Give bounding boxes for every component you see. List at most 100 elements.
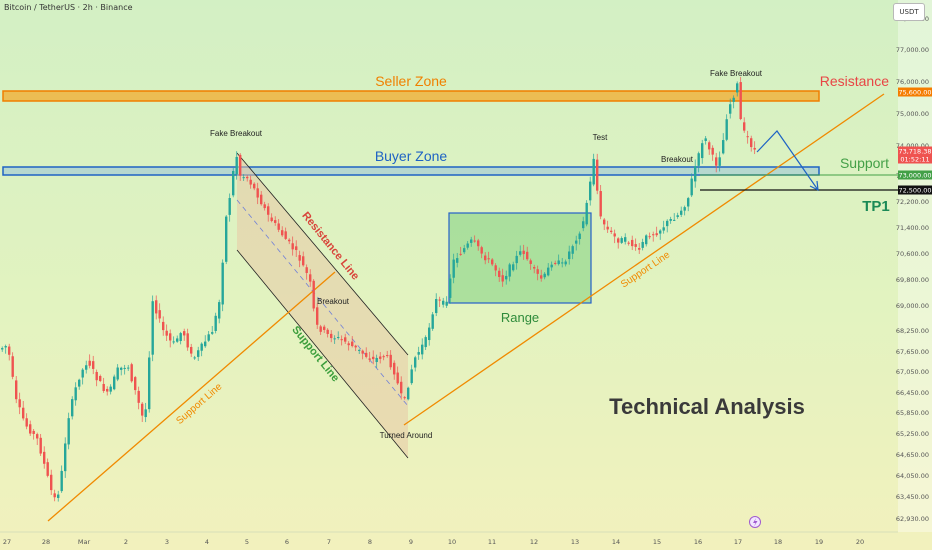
candle-body bbox=[634, 244, 637, 247]
candle-body bbox=[599, 191, 602, 217]
candle-body bbox=[239, 154, 242, 176]
time-tick-label: 14 bbox=[612, 538, 620, 546]
candle-body bbox=[669, 219, 672, 221]
candle-body bbox=[134, 377, 137, 391]
candle-body bbox=[242, 177, 245, 179]
candle-body bbox=[323, 326, 326, 330]
candle-body bbox=[197, 350, 200, 357]
candle-body bbox=[309, 274, 312, 282]
price-badge: 73,718.38 bbox=[898, 148, 931, 156]
time-tick-label: 6 bbox=[285, 538, 289, 546]
candle-body bbox=[547, 267, 550, 276]
price-tick-label: 69,800.00 bbox=[896, 276, 929, 284]
candle-body bbox=[193, 357, 196, 359]
candle-body bbox=[631, 239, 634, 247]
candle-body bbox=[389, 354, 392, 368]
candle-body bbox=[428, 327, 431, 341]
candle-body bbox=[386, 355, 389, 357]
price-tick-label: 77,000.00 bbox=[896, 46, 929, 54]
candle-body bbox=[659, 230, 662, 234]
candle-body bbox=[638, 248, 641, 250]
candle-body bbox=[333, 338, 336, 340]
candle-body bbox=[57, 494, 60, 498]
candle-body bbox=[113, 376, 116, 390]
currency-button[interactable]: USDT bbox=[893, 3, 925, 21]
candle-body bbox=[575, 240, 578, 244]
candle-body bbox=[491, 259, 494, 265]
price-tick-label: 69,000.00 bbox=[896, 302, 929, 310]
candle-body bbox=[557, 260, 560, 265]
price-badge: 75,600.00 bbox=[898, 89, 931, 97]
lightning-icon[interactable] bbox=[749, 516, 761, 528]
price-tick-label: 74,000.00 bbox=[896, 142, 929, 150]
candle-body bbox=[750, 138, 753, 148]
candle-body bbox=[414, 357, 417, 368]
candle-body bbox=[361, 350, 364, 354]
seller-zone: Seller Zone bbox=[2, 73, 820, 102]
candle-body bbox=[533, 267, 536, 269]
price-tick-label: 68,250.00 bbox=[896, 327, 929, 335]
candle-body bbox=[655, 233, 658, 236]
candle-body bbox=[249, 179, 252, 185]
candle-body bbox=[11, 356, 14, 377]
candle-body bbox=[288, 239, 291, 242]
candle-body bbox=[746, 136, 749, 138]
candle-body bbox=[592, 158, 595, 185]
candle-body bbox=[15, 380, 18, 400]
candle-body bbox=[585, 202, 588, 225]
candle-body bbox=[484, 255, 487, 261]
candle-body bbox=[578, 233, 581, 240]
candle-body bbox=[340, 339, 343, 341]
candle-body bbox=[36, 434, 39, 439]
candle-body bbox=[8, 346, 11, 355]
price-tick-label: 71,400.00 bbox=[896, 224, 929, 232]
candle-body bbox=[410, 369, 413, 384]
candle-body bbox=[480, 247, 483, 254]
candle-body bbox=[449, 278, 452, 298]
candle-body bbox=[522, 250, 525, 255]
candle-body bbox=[382, 356, 385, 358]
candle-body bbox=[92, 361, 95, 369]
candle-body bbox=[365, 352, 368, 357]
candle-body bbox=[494, 265, 497, 271]
candle-body bbox=[456, 258, 459, 263]
candle-body bbox=[722, 140, 725, 154]
tp1-label: TP1 bbox=[862, 198, 890, 215]
candle-body bbox=[610, 230, 613, 233]
tp1-level: TP1 bbox=[700, 189, 898, 215]
candle-body bbox=[498, 270, 501, 277]
price-badge-bg bbox=[898, 87, 932, 97]
annotation-breakout-1: Breakout bbox=[317, 297, 350, 306]
candle-body bbox=[172, 341, 175, 343]
support-level: Support bbox=[700, 155, 898, 176]
candle-body bbox=[246, 176, 249, 179]
candle-body bbox=[25, 418, 28, 427]
time-tick-label: 20 bbox=[856, 538, 864, 546]
candle-body bbox=[676, 215, 679, 217]
candle-body bbox=[316, 307, 319, 325]
price-tick-label: 66,450.00 bbox=[896, 389, 929, 397]
candle-body bbox=[330, 333, 333, 339]
price-tick-label: 65,850.00 bbox=[896, 409, 929, 417]
candle-body bbox=[697, 153, 700, 166]
candle-body bbox=[46, 462, 49, 476]
time-tick-label: 17 bbox=[734, 538, 742, 546]
candle-body bbox=[158, 310, 161, 319]
candle-body bbox=[127, 367, 130, 369]
candle-body bbox=[536, 269, 539, 274]
candle-body bbox=[176, 338, 179, 342]
annotations: Fake Breakout Breakout Turned Around Tes… bbox=[210, 69, 763, 440]
time-tick-label: 16 bbox=[694, 538, 702, 546]
candle-body bbox=[512, 264, 515, 271]
candle-body bbox=[690, 178, 693, 196]
candle-body bbox=[235, 156, 238, 175]
time-tick-label: 28 bbox=[42, 538, 50, 546]
candle-body bbox=[753, 147, 756, 150]
seller-zone-label: Seller Zone bbox=[375, 73, 447, 89]
candle-body bbox=[613, 233, 616, 237]
candle-body bbox=[526, 251, 529, 260]
candle-body bbox=[305, 267, 308, 273]
candle-body bbox=[295, 246, 298, 251]
time-tick-label: 15 bbox=[653, 538, 661, 546]
